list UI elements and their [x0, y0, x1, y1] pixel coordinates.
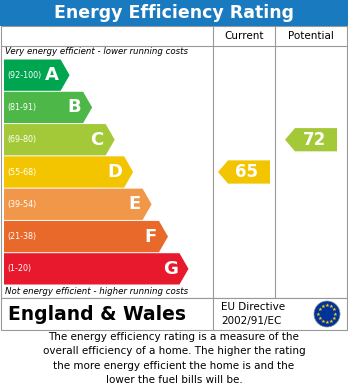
Text: EU Directive
2002/91/EC: EU Directive 2002/91/EC [221, 302, 285, 326]
Text: (39-54): (39-54) [7, 200, 36, 209]
Text: ★: ★ [329, 319, 334, 324]
Text: C: C [90, 131, 104, 149]
Text: Current: Current [224, 31, 264, 41]
Polygon shape [4, 156, 133, 188]
Text: Very energy efficient - lower running costs: Very energy efficient - lower running co… [5, 47, 188, 56]
Text: ★: ★ [332, 316, 337, 321]
Text: ★: ★ [333, 312, 338, 316]
Text: ★: ★ [316, 312, 321, 316]
Text: E: E [128, 195, 141, 213]
Text: Potential: Potential [288, 31, 334, 41]
Bar [1, 26, 347, 298]
Text: ★: ★ [321, 319, 325, 324]
Text: ★: ★ [317, 316, 322, 321]
Text: ★: ★ [325, 320, 329, 325]
Text: (1-20): (1-20) [7, 264, 31, 273]
Text: The energy efficiency rating is a measure of the
overall efficiency of a home. T: The energy efficiency rating is a measur… [43, 332, 305, 385]
Bar [0, 0, 348, 26]
Text: (92-100): (92-100) [7, 71, 41, 80]
Text: 65: 65 [236, 163, 259, 181]
Text: ★: ★ [321, 304, 325, 309]
Text: Not energy efficient - higher running costs: Not energy efficient - higher running co… [5, 287, 188, 296]
Text: (69-80): (69-80) [7, 135, 36, 144]
Text: ★: ★ [325, 303, 329, 308]
Polygon shape [285, 128, 337, 151]
Polygon shape [4, 188, 152, 220]
Text: F: F [145, 228, 157, 246]
Text: A: A [45, 66, 58, 84]
Text: (81-91): (81-91) [7, 103, 36, 112]
Text: ★: ★ [317, 307, 322, 312]
Text: Energy Efficiency Rating: Energy Efficiency Rating [54, 4, 294, 22]
Bar [1, 298, 347, 330]
Polygon shape [4, 92, 92, 123]
Text: (21-38): (21-38) [7, 232, 36, 241]
Polygon shape [4, 221, 168, 252]
Text: D: D [107, 163, 122, 181]
Polygon shape [4, 124, 115, 155]
Text: (55-68): (55-68) [7, 167, 36, 176]
Polygon shape [4, 59, 70, 91]
Polygon shape [218, 160, 270, 184]
Text: B: B [68, 99, 81, 117]
Text: ★: ★ [332, 307, 337, 312]
Circle shape [314, 301, 340, 327]
Text: ★: ★ [329, 304, 334, 309]
Text: G: G [163, 260, 177, 278]
Text: 72: 72 [302, 131, 326, 149]
Text: England & Wales: England & Wales [8, 305, 186, 323]
Polygon shape [4, 253, 189, 285]
